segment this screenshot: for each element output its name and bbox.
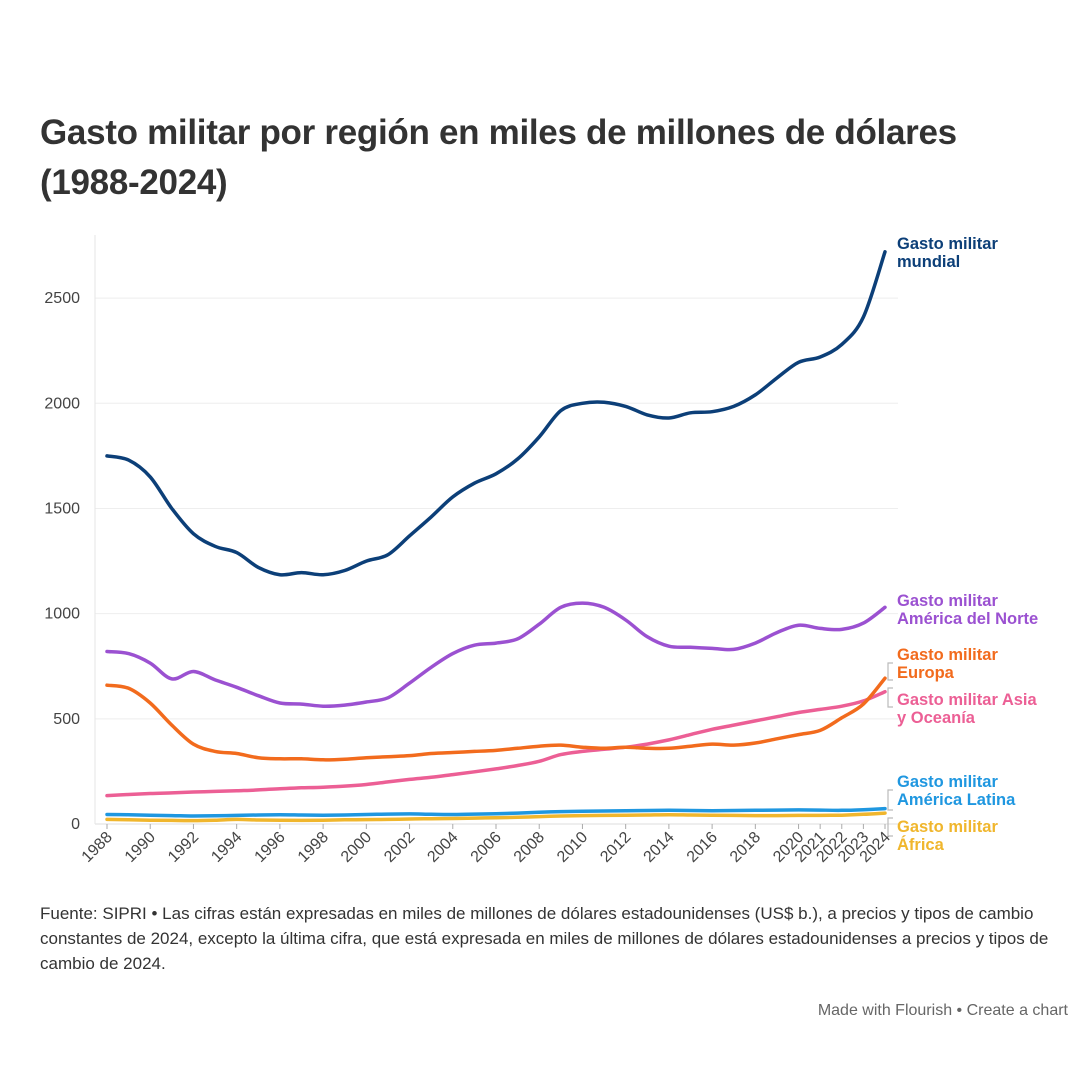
y-tick-label: 0 [71, 816, 80, 833]
series-line-africa [105, 811, 887, 823]
series-label-line: mundial [897, 253, 960, 271]
x-tick-label: 1996 [252, 829, 289, 866]
europe-label-connector [887, 662, 893, 681]
series-label-line: y Oceanía [897, 709, 976, 727]
x-tick-label: 1990 [122, 829, 159, 866]
flourish-credit: Made with Flourish • Create a chart [818, 1002, 1068, 1020]
x-tick-label: 1998 [295, 829, 332, 866]
africa-label-connector [887, 817, 893, 837]
series-label-line: Gasto militar Asia [897, 691, 1038, 709]
series-label-line: Gasto militar [897, 592, 998, 610]
x-tick-label: 1994 [208, 829, 245, 866]
y-tick-label: 2500 [44, 290, 80, 307]
series-label-line: Europa [897, 664, 955, 682]
y-tick-label: 1500 [44, 500, 80, 517]
series-lines [105, 250, 887, 823]
y-tick-label: 500 [53, 711, 80, 728]
series-label-line: Gasto militar [897, 646, 998, 664]
x-tick-label: 2010 [554, 829, 591, 866]
x-tick-label: 2018 [727, 829, 764, 866]
x-tick-label: 2008 [511, 829, 548, 866]
series-line-asia-oceania [105, 689, 887, 798]
latin-america-label-connector [887, 789, 893, 811]
credit-separator: • [956, 1002, 963, 1019]
chart-title: Gasto militar por región en miles de mil… [40, 113, 957, 202]
series-label-line: Gasto militar [897, 818, 998, 836]
x-tick-label: 1992 [165, 829, 202, 866]
x-tick-label: 1988 [79, 829, 116, 866]
series-line-world [105, 250, 887, 577]
series-label-line: América del Norte [897, 610, 1038, 628]
series-label-line: Gasto militar [897, 773, 998, 791]
source-footnote: Fuente: SIPRI • Las cifras están expresa… [40, 904, 1049, 973]
x-tick-label: 2000 [338, 829, 375, 866]
x-tick-label: 2006 [468, 829, 505, 866]
x-tick-label: 2012 [597, 829, 634, 866]
y-tick-label: 2000 [44, 395, 80, 412]
x-tick-label: 2004 [424, 829, 461, 866]
x-axis: 1988 1990 1992 1994 1996 1998 2000 2002 2004 2006… [79, 824, 894, 866]
made-with-flourish-link[interactable]: Made with Flourish [817, 1002, 953, 1019]
y-axis: 0 500 1000 1500 2000 2500 [44, 235, 96, 833]
series-label-line: América Latina [897, 791, 1016, 809]
asia-label-connector [887, 687, 893, 708]
y-tick-label: 1000 [44, 606, 80, 623]
x-tick-label: 2014 [641, 829, 678, 866]
series-label-line: Gasto militar [897, 235, 998, 253]
series-line-europe [105, 676, 887, 762]
series-label-line: África [897, 835, 945, 854]
create-chart-link[interactable]: Create a chart [966, 1002, 1068, 1019]
series-line-latin-america [105, 806, 887, 818]
x-tick-label: 2016 [684, 829, 721, 866]
series-line-north-america [105, 601, 887, 708]
x-tick-label: 2002 [381, 829, 418, 866]
